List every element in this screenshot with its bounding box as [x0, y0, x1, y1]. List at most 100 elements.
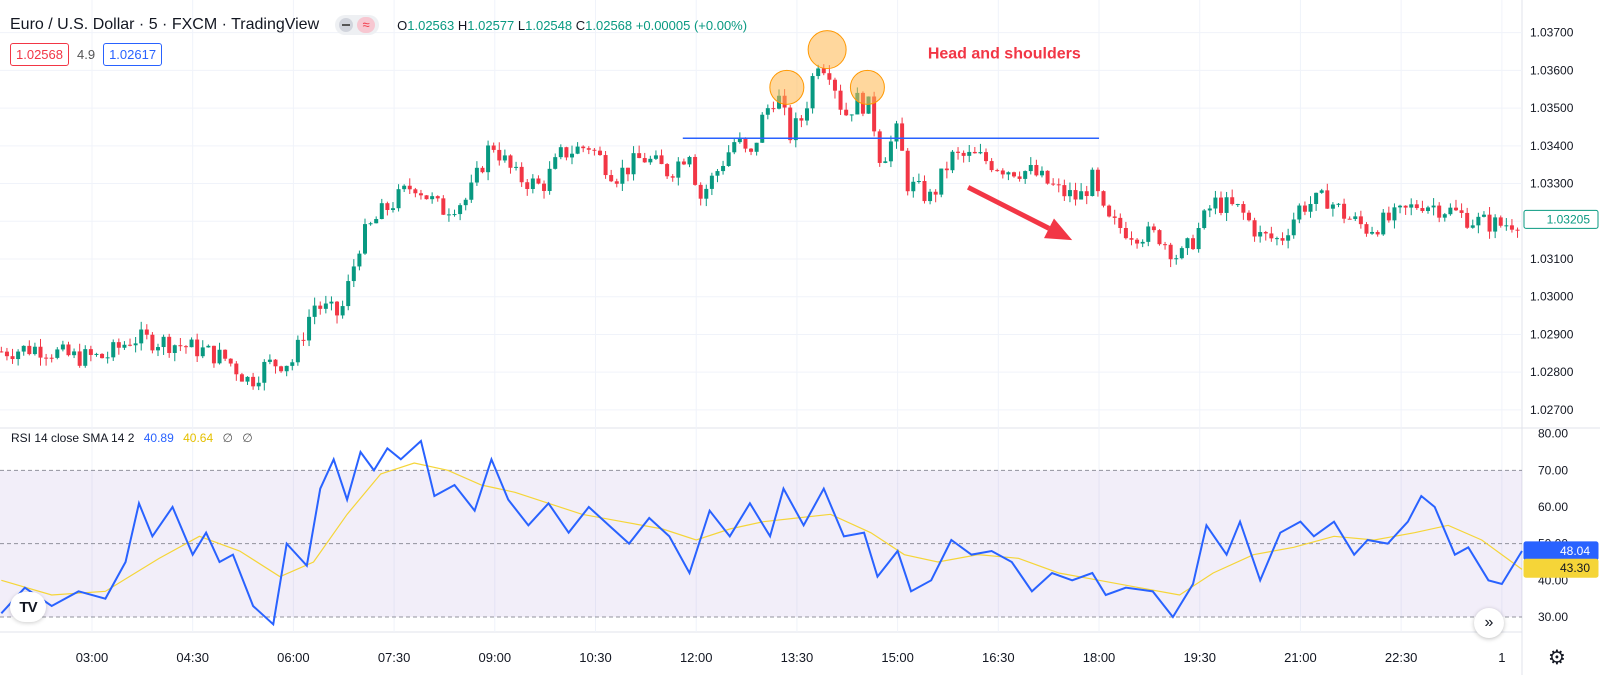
- candle-body: [1498, 217, 1503, 226]
- candle-body: [77, 351, 82, 366]
- shoulder-marker[interactable]: [769, 69, 805, 105]
- candle-body: [849, 114, 854, 116]
- candle-body: [804, 108, 809, 121]
- candle-body: [245, 376, 250, 382]
- candle-body: [1291, 219, 1296, 236]
- candle-body: [1509, 225, 1514, 230]
- rsi-line[interactable]: [0, 439, 1523, 627]
- candle-body: [1381, 212, 1386, 235]
- candle-body: [1174, 258, 1179, 260]
- candle-body: [1146, 226, 1151, 242]
- candle-body: [351, 266, 356, 282]
- candle-body: [402, 185, 407, 190]
- candle-body: [150, 334, 155, 351]
- candle-body: [1101, 191, 1106, 206]
- candle-body: [1330, 204, 1335, 209]
- sell-button[interactable]: 1.02568: [10, 43, 69, 66]
- spread-value: 4.9: [77, 47, 96, 62]
- price-tick-label: 1.03700: [1530, 26, 1574, 40]
- candle-body: [200, 347, 205, 357]
- visibility-toggles[interactable]: ≈: [335, 15, 380, 35]
- candle-body: [1000, 170, 1005, 175]
- na-value-2: ∅: [242, 431, 253, 445]
- settings-gear-icon[interactable]: ⚙: [1548, 647, 1566, 669]
- candle-body: [1017, 176, 1022, 179]
- candle-body: [1135, 239, 1140, 244]
- candle-body: [323, 303, 328, 309]
- candle-body: [16, 351, 21, 360]
- candle-body: [435, 196, 440, 199]
- candle-body: [1051, 183, 1056, 185]
- candle-body: [1084, 191, 1089, 197]
- time-tick-label: 07:30: [378, 650, 411, 665]
- candle-body: [749, 148, 754, 152]
- candle-body: [1437, 205, 1442, 218]
- approx-icon[interactable]: ≈: [357, 17, 376, 33]
- candle-body: [1314, 192, 1319, 204]
- shoulder-marker[interactable]: [849, 69, 885, 105]
- candle-body: [474, 167, 479, 183]
- candle-body: [581, 146, 586, 149]
- candle-body: [1420, 208, 1425, 211]
- candle-body: [1258, 232, 1263, 237]
- price-tick-label: 1.03300: [1530, 177, 1574, 191]
- trend-arrow-head[interactable]: [1044, 218, 1073, 241]
- candle-body: [1107, 205, 1112, 217]
- head-marker[interactable]: [807, 30, 847, 70]
- time-tick-label: 12:00: [680, 650, 713, 665]
- high-label: H: [457, 17, 468, 33]
- candle-body: [900, 123, 905, 151]
- candle-body: [1039, 170, 1044, 176]
- candle-body: [189, 339, 194, 348]
- candle-body: [72, 351, 77, 356]
- candle-body: [586, 148, 591, 150]
- candle-body: [1453, 207, 1458, 211]
- candle-body: [223, 349, 228, 359]
- annotation-text[interactable]: Head and shoulders: [928, 45, 1081, 62]
- candle-body: [340, 306, 345, 316]
- candle-body: [49, 357, 54, 359]
- tradingview-logo[interactable]: TV: [10, 592, 46, 622]
- candle-body: [183, 346, 188, 348]
- candle-body: [407, 185, 412, 190]
- time-tick-label: 22:30: [1385, 650, 1418, 665]
- candle-body: [368, 223, 373, 225]
- candle-body: [888, 141, 893, 162]
- candle-body: [620, 167, 625, 184]
- candle-body: [519, 166, 524, 183]
- trend-arrow[interactable]: [966, 185, 1051, 231]
- candle-body: [1056, 184, 1061, 186]
- rsi-tick-label: 60.00: [1538, 500, 1568, 514]
- candle-body: [665, 164, 670, 177]
- candle-body: [83, 349, 88, 366]
- candle-body: [273, 359, 278, 367]
- candle-body: [396, 189, 401, 209]
- scroll-to-realtime-button[interactable]: »: [1474, 608, 1504, 638]
- candle-body: [922, 181, 927, 202]
- candle-body: [1386, 212, 1391, 221]
- open-label: O: [397, 17, 408, 33]
- candle-body: [956, 151, 961, 153]
- sma-value-badge: 43.30: [1560, 561, 1590, 575]
- time-tick-label: 18:00: [1083, 650, 1116, 665]
- candle-body: [525, 182, 530, 189]
- candle-body: [167, 336, 172, 353]
- candle-body: [1079, 191, 1084, 200]
- candle-body: [1375, 231, 1380, 235]
- candle-body: [542, 183, 547, 191]
- candle-body: [0, 351, 4, 353]
- candle-body: [379, 203, 384, 220]
- candle-body: [88, 349, 93, 355]
- time-tick-label: 03:00: [76, 650, 109, 665]
- candle-body: [1202, 210, 1207, 229]
- rsi-legend[interactable]: RSI 14 close SMA 14 2 40.89 40.64 ∅ ∅: [11, 431, 253, 445]
- candle-body: [357, 253, 362, 267]
- candle-body: [558, 147, 563, 158]
- minus-icon[interactable]: [339, 18, 354, 32]
- candle-body: [788, 107, 793, 141]
- sma-line[interactable]: [1, 462, 1523, 596]
- symbol-title[interactable]: Euro / U.S. Dollar · 5 · FXCM · TradingV…: [10, 16, 320, 33]
- buy-button[interactable]: 1.02617: [103, 43, 163, 66]
- candle-body: [1308, 203, 1313, 212]
